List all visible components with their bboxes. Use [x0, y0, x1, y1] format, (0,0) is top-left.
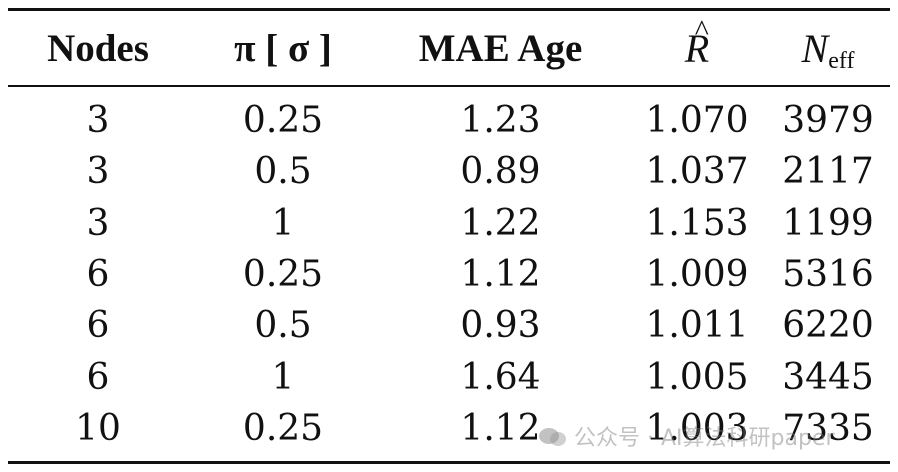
cell-nodes: 6 — [86, 253, 110, 295]
watermark: 公众号 · AI算法科研paper — [538, 420, 835, 452]
header-r-hat: R ^ — [638, 14, 756, 74]
header-nodes: Nodes — [47, 27, 149, 70]
cell-n-eff: 7335 — [782, 407, 874, 449]
watermark-text: 公众号 · AI算法科研paper — [574, 426, 835, 451]
cell-nodes: 3 — [86, 100, 110, 141]
r-hat-accent: ^ — [694, 14, 709, 47]
cell-pi: 0.5 — [254, 305, 312, 347]
cell-nodes: 6 — [86, 356, 110, 398]
header-pi-sigma: π [ σ ] — [234, 27, 332, 70]
cell-r-hat: 1.070 — [645, 100, 749, 141]
header-n-eff: Neff — [773, 24, 883, 74]
cell-nodes: 10 — [75, 407, 121, 449]
cell-pi: 0.25 — [242, 253, 324, 295]
cell-r-hat: 1.153 — [645, 202, 749, 244]
cell-n-eff: 6220 — [782, 305, 874, 347]
cell-pi: 0.5 — [254, 151, 312, 193]
cell-mae-age: 1.64 — [460, 356, 541, 398]
cell-n-eff: 2117 — [782, 151, 874, 193]
cell-n-eff: 3445 — [782, 356, 874, 398]
results-table: Nodes π [ σ ] MAE Age R ^ Neff 3 0.25 1.23 1… — [8, 8, 890, 464]
cell-pi: 0.25 — [242, 100, 324, 141]
cell-mae-age: 1.23 — [460, 100, 541, 141]
cell-n-eff: 1199 — [782, 202, 874, 244]
cell-nodes: 3 — [86, 202, 110, 244]
cell-mae-age: 1.12 — [460, 407, 541, 449]
cell-n-eff: 3979 — [782, 100, 874, 141]
n-eff-base: N — [801, 26, 829, 71]
cell-r-hat: 1.003 — [645, 407, 749, 449]
cell-r-hat: 1.009 — [645, 253, 749, 295]
cell-r-hat: 1.037 — [645, 151, 749, 193]
cell-pi: 1 — [271, 356, 295, 398]
cell-mae-age: 1.22 — [460, 202, 541, 244]
cell-nodes: 6 — [86, 305, 110, 347]
n-eff-subscript: eff — [828, 48, 855, 74]
bottom-rule — [8, 461, 890, 464]
cell-pi: 0.25 — [242, 407, 324, 449]
cell-mae-age: 0.89 — [460, 151, 541, 193]
cell-n-eff: 5316 — [782, 253, 874, 295]
header-mae-age: MAE Age — [418, 27, 583, 70]
cell-r-hat: 1.011 — [645, 305, 749, 347]
cell-nodes: 3 — [86, 151, 110, 193]
header-rule — [8, 85, 890, 87]
cell-mae-age: 1.12 — [460, 253, 541, 295]
cell-mae-age: 0.93 — [460, 305, 541, 347]
wechat-icon — [539, 428, 566, 446]
cell-r-hat: 1.005 — [645, 356, 749, 398]
r-hat-letter: R — [684, 26, 710, 71]
top-rule — [8, 8, 890, 11]
cell-pi: 1 — [271, 202, 295, 244]
